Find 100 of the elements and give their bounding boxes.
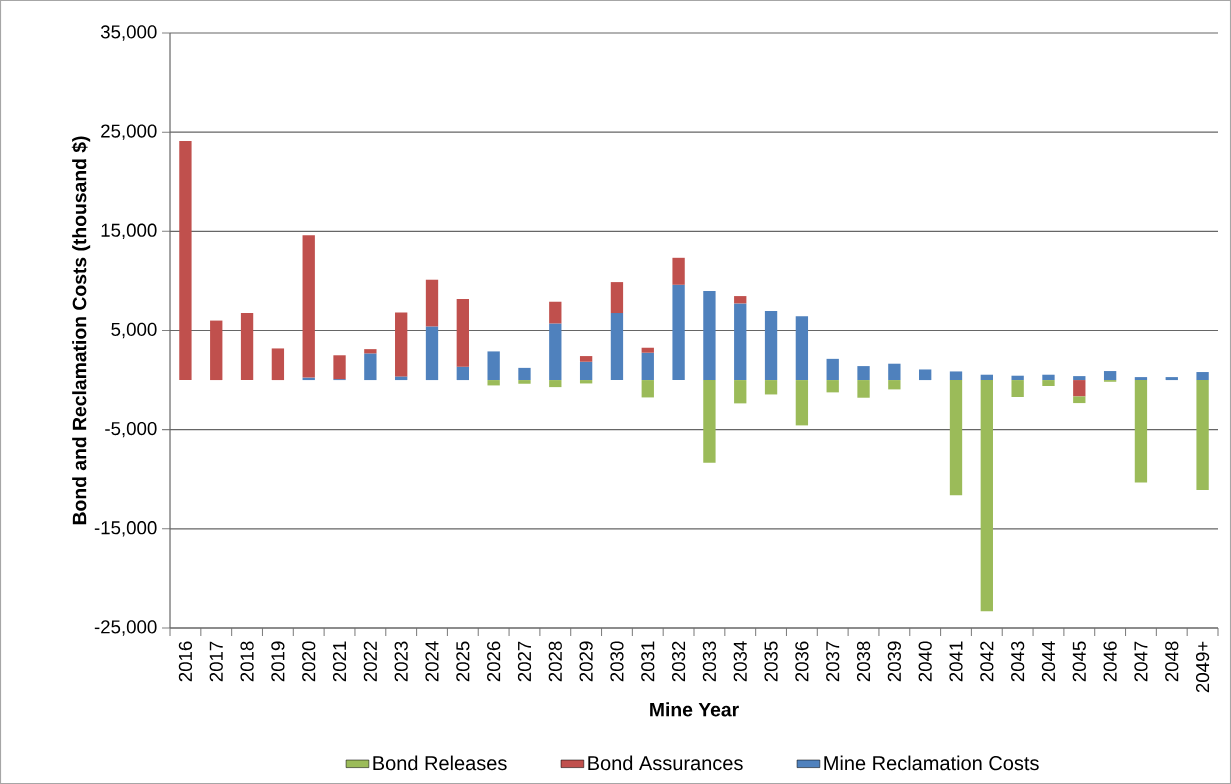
x-tick-label: 2029 xyxy=(579,641,593,682)
x-tick-label: 2037 xyxy=(826,641,840,682)
x-tick-label: 2022 xyxy=(363,641,377,682)
bar xyxy=(425,279,439,327)
x-tick-label: 2044 xyxy=(1041,641,1056,682)
bar xyxy=(271,348,285,381)
y-tick-label: 5,000 xyxy=(111,322,157,339)
bar xyxy=(672,284,685,381)
bar xyxy=(210,320,223,381)
bar xyxy=(641,352,654,381)
bar xyxy=(549,301,562,324)
bar xyxy=(734,380,747,404)
x-tick-label: 2026 xyxy=(487,641,501,682)
bar xyxy=(333,355,346,380)
bar xyxy=(610,282,624,314)
x-tick-label: 2041 xyxy=(949,641,963,682)
bar xyxy=(579,361,593,381)
x-tick-label: 2021 xyxy=(332,641,347,682)
x-tick-label: 2047 xyxy=(1134,641,1148,682)
x-tick-label: 2020 xyxy=(302,641,316,682)
bar xyxy=(1042,380,1055,387)
x-tick-label: 2049+ xyxy=(1195,641,1210,693)
x-tick-label: 2027 xyxy=(517,641,532,682)
bar xyxy=(703,380,716,463)
bar xyxy=(518,380,531,384)
bar xyxy=(826,380,839,393)
x-tick-label: 2025 xyxy=(456,641,470,682)
bar xyxy=(549,380,562,388)
x-tick-label: 2031 xyxy=(641,641,655,682)
x-tick-label: 2018 xyxy=(240,641,254,682)
x-tick-label: 2043 xyxy=(1011,641,1025,682)
x-tick-label: 2019 xyxy=(271,641,285,682)
bar xyxy=(1103,371,1117,381)
bar xyxy=(1042,374,1055,381)
bar xyxy=(949,371,963,381)
bar xyxy=(795,380,809,426)
y-axis-title: Bond and Reclamation Costs (thousand $) xyxy=(71,136,91,525)
x-tick-label: 2017 xyxy=(209,641,223,682)
bar xyxy=(1134,380,1148,483)
bar xyxy=(857,366,870,381)
y-tick-label: 25,000 xyxy=(101,124,157,140)
bar xyxy=(888,363,901,381)
bar xyxy=(703,291,716,381)
bar xyxy=(1073,380,1086,397)
bar xyxy=(579,356,593,362)
x-tick-label: 2036 xyxy=(795,641,809,682)
x-tick-label: 2016 xyxy=(178,641,193,682)
x-tick-label: 2033 xyxy=(702,641,717,682)
x-tick-label: 2034 xyxy=(733,641,747,682)
bar xyxy=(857,380,870,398)
bar xyxy=(364,349,377,354)
bar xyxy=(395,312,408,377)
bar xyxy=(1073,396,1086,404)
x-tick-label: 2030 xyxy=(610,641,624,682)
bar xyxy=(795,316,809,381)
bar xyxy=(764,311,778,381)
bar xyxy=(672,257,685,285)
y-tick-label: -15,000 xyxy=(94,521,157,537)
bar xyxy=(487,351,500,381)
bar xyxy=(1196,380,1209,491)
bar xyxy=(641,380,654,398)
bar xyxy=(395,376,408,381)
bar xyxy=(425,326,439,381)
y-tick-label: -5,000 xyxy=(105,421,157,438)
x-tick-label: 2046 xyxy=(1103,641,1117,682)
bar xyxy=(1134,377,1148,381)
x-tick-label: 2038 xyxy=(856,641,871,682)
bar xyxy=(826,358,839,381)
bar xyxy=(518,367,531,381)
legend-label: Bond Assurances xyxy=(588,755,743,771)
bar xyxy=(1196,372,1209,381)
bar xyxy=(734,303,747,381)
x-tick-label: 2042 xyxy=(980,641,994,682)
bar xyxy=(641,347,654,353)
bar xyxy=(1073,376,1086,381)
x-tick-label: 2023 xyxy=(394,641,408,682)
x-tick-label: 2028 xyxy=(548,641,562,682)
bar xyxy=(549,323,562,381)
legend-label: Bond Releases xyxy=(373,755,507,771)
bar xyxy=(364,353,377,381)
bar xyxy=(1011,380,1024,398)
x-tick-label: 2040 xyxy=(918,641,932,682)
x-axis-title: Mine Year xyxy=(650,702,739,717)
y-tick-label: -25,000 xyxy=(94,620,157,636)
x-tick-label: 2045 xyxy=(1072,641,1086,682)
bar xyxy=(980,380,993,612)
bar xyxy=(1165,377,1178,381)
x-tick-label: 2032 xyxy=(671,641,686,682)
bar xyxy=(456,366,469,381)
y-tick-label: 15,000 xyxy=(101,223,157,240)
bar xyxy=(179,141,192,381)
bar xyxy=(764,380,778,395)
bar xyxy=(240,313,254,381)
bar xyxy=(919,369,932,381)
x-tick-label: 2048 xyxy=(1165,641,1179,682)
bar xyxy=(610,313,624,381)
x-tick-label: 2035 xyxy=(764,641,778,682)
x-tick-label: 2039 xyxy=(887,641,901,682)
x-tick-label: 2024 xyxy=(425,641,439,682)
bar xyxy=(888,380,901,390)
